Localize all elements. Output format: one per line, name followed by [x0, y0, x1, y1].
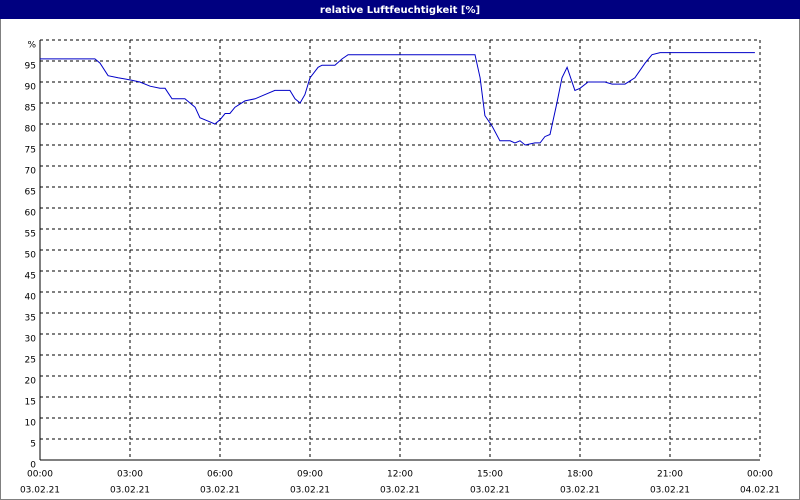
x-tick-label: 06:00: [207, 470, 233, 480]
y-tick-label: 90: [25, 83, 37, 93]
y-tick-label: 80: [25, 125, 37, 135]
x-tick-label: 12:00: [387, 470, 413, 480]
y-tick-label: 30: [25, 335, 37, 345]
y-tick-label: 55: [25, 230, 36, 240]
y-tick-label: 20: [25, 377, 37, 387]
x-tick-label: 21:00: [657, 470, 683, 480]
y-tick-label: 40: [25, 293, 37, 303]
title-bar: [0, 0, 800, 19]
y-tick-label: 70: [25, 167, 37, 177]
x-tick-date: 03.02.21: [380, 486, 420, 496]
y-tick-label: 60: [25, 209, 37, 219]
x-tick-date: 04.02.21: [740, 486, 780, 496]
y-tick-label: 75: [25, 146, 36, 156]
x-tick-date: 03.02.21: [20, 486, 60, 496]
data-line: [40, 52, 755, 146]
chart-title: relative Luftfeuchtigkeit [%]: [320, 5, 480, 16]
y-tick-label: 15: [25, 398, 36, 408]
y-tick-label: 85: [25, 104, 36, 114]
x-tick-label: 00:00: [747, 470, 773, 480]
x-tick-label: 18:00: [567, 470, 593, 480]
y-tick-label: 45: [25, 272, 36, 282]
x-tick-label: 15:00: [477, 470, 503, 480]
y-tick-label: 10: [25, 419, 37, 429]
x-tick-date: 03.02.21: [110, 486, 150, 496]
x-tick-date: 03.02.21: [200, 486, 240, 496]
x-tick-label: 09:00: [297, 470, 323, 480]
x-tick-label: 03:00: [117, 470, 143, 480]
y-tick-label: 65: [25, 188, 36, 198]
x-tick-date: 03.02.21: [290, 486, 330, 496]
y-tick-label: 5: [30, 440, 36, 450]
y-tick-label: 0: [30, 461, 36, 471]
y-tick-label: 25: [25, 356, 36, 366]
y-tick-label: 35: [25, 314, 36, 324]
x-tick-date: 03.02.21: [470, 486, 510, 496]
y-tick-label: %: [27, 41, 36, 51]
y-tick-label: 50: [25, 251, 37, 261]
y-tick-label: 95: [25, 62, 36, 72]
x-tick-label: 00:00: [27, 470, 53, 480]
x-tick-date: 03.02.21: [650, 486, 690, 496]
x-tick-date: 03.02.21: [560, 486, 600, 496]
